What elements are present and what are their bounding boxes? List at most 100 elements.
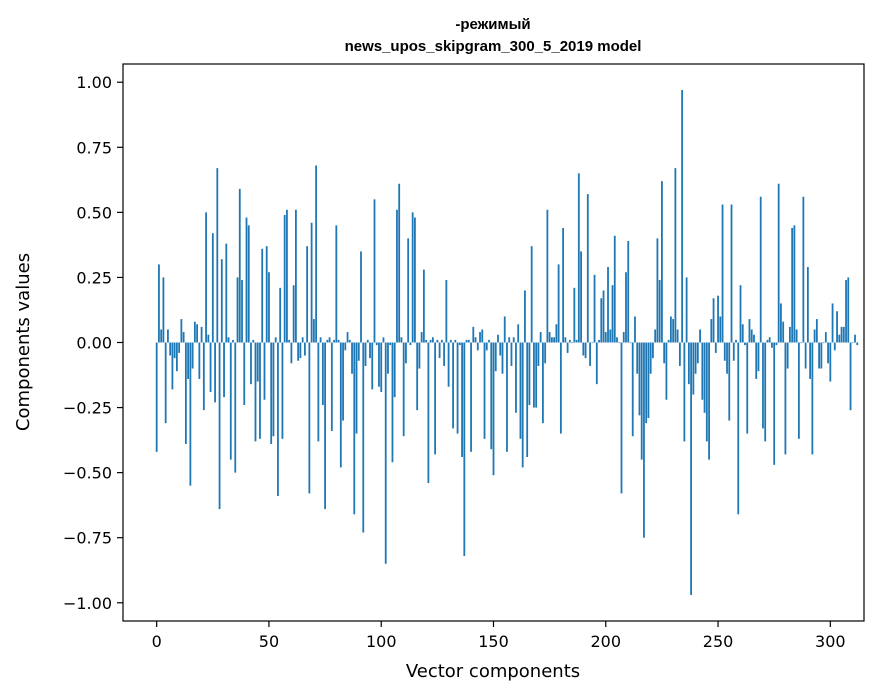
bar-37 [238,188,241,343]
bar-49 [265,246,268,343]
bar-310 [851,342,854,344]
bar-284 [793,225,796,343]
bar-134 [456,342,459,434]
bar-154 [501,342,504,374]
bar-94 [366,339,369,343]
y-axis-label: Components values [13,253,34,431]
bar-166 [528,342,531,405]
bar-99 [378,342,380,387]
x-tick-label-6: 300 [815,632,846,651]
bar-32 [227,337,230,343]
bar-52 [272,342,275,437]
bar-157 [508,337,511,343]
bar-165 [526,342,529,458]
bar-89 [355,342,358,434]
bar-272 [766,339,769,343]
bar-63 [297,342,300,361]
bar-199 [602,290,605,343]
y-tick-label-2: 0.50 [76,203,112,222]
bar-223 [656,238,659,343]
bar-187 [575,339,578,343]
bar-66 [303,342,306,356]
bar-305 [840,326,843,343]
bar-257 [732,342,735,361]
bar-228 [667,339,670,343]
bar-10 [178,342,181,353]
bar-212 [631,342,634,437]
bar-81 [337,339,340,343]
bar-297 [822,342,825,344]
bar-259 [737,342,740,515]
bar-179 [557,264,560,343]
bar-135 [458,342,461,346]
bar-239 [692,342,695,395]
bar-139 [467,339,470,343]
bar-261 [741,324,744,343]
bar-90 [357,342,360,361]
bar-265 [750,329,753,343]
bar-205 [616,337,618,343]
bar-175 [548,332,551,343]
bar-304 [838,334,841,343]
y-tick-label-4: 0.00 [76,334,112,353]
bar-247 [710,319,713,343]
bar-173 [544,342,547,364]
bar-311 [854,334,856,343]
x-tick-label-0: 0 [152,632,162,651]
bar-236 [685,277,688,343]
bar-197 [598,339,600,343]
bar-286 [797,342,800,439]
bar-276 [775,342,778,346]
bar-170 [537,342,540,366]
bar-85 [346,332,349,343]
bar-28 [218,342,221,510]
x-axis-ticks: 0 50 100 150 200 250 300 [152,621,846,651]
bar-307 [845,280,847,343]
bar-183 [566,342,569,353]
bar-264 [748,319,751,343]
bar-298 [824,332,827,343]
bar-245 [705,342,708,442]
bar-241 [696,342,699,364]
bar-137 [463,342,466,556]
bar-201 [607,267,609,343]
bar-8 [173,342,176,359]
bar-196 [595,342,598,385]
bar-267 [755,342,758,379]
y-tick-label-0: 1.00 [76,73,112,92]
bar-240 [694,342,697,374]
bar-56 [281,342,284,439]
bar-194 [591,342,594,344]
bar-215 [638,342,641,416]
bar-177 [553,337,556,343]
bar-83 [342,342,344,421]
y-tick-label-6: −0.50 [63,464,112,483]
bar-253 [723,342,726,361]
x-tick-label-3: 150 [478,632,509,651]
bar-312 [856,342,859,346]
bar-101 [382,337,385,343]
bar-155 [503,316,506,343]
bar-102 [384,342,387,564]
bar-207 [620,342,623,494]
bar-41 [247,225,250,343]
bar-262 [744,342,746,346]
bar-147 [485,342,488,351]
bar-232 [676,329,679,343]
bar-144 [479,332,481,343]
bar-255 [728,342,731,421]
bar-291 [809,342,812,379]
bar-116 [416,342,419,411]
bar-278 [780,303,782,343]
bar-68 [308,342,311,494]
bar-96 [371,342,374,390]
bar-192 [586,194,589,343]
bar-119 [422,269,425,343]
bar-84 [344,342,347,351]
bar-299 [827,342,829,364]
y-tick-label-5: −0.25 [63,399,112,418]
bar-58 [286,209,288,343]
bar-168 [533,342,535,408]
bar-25 [211,233,214,343]
bar-18 [196,324,198,343]
